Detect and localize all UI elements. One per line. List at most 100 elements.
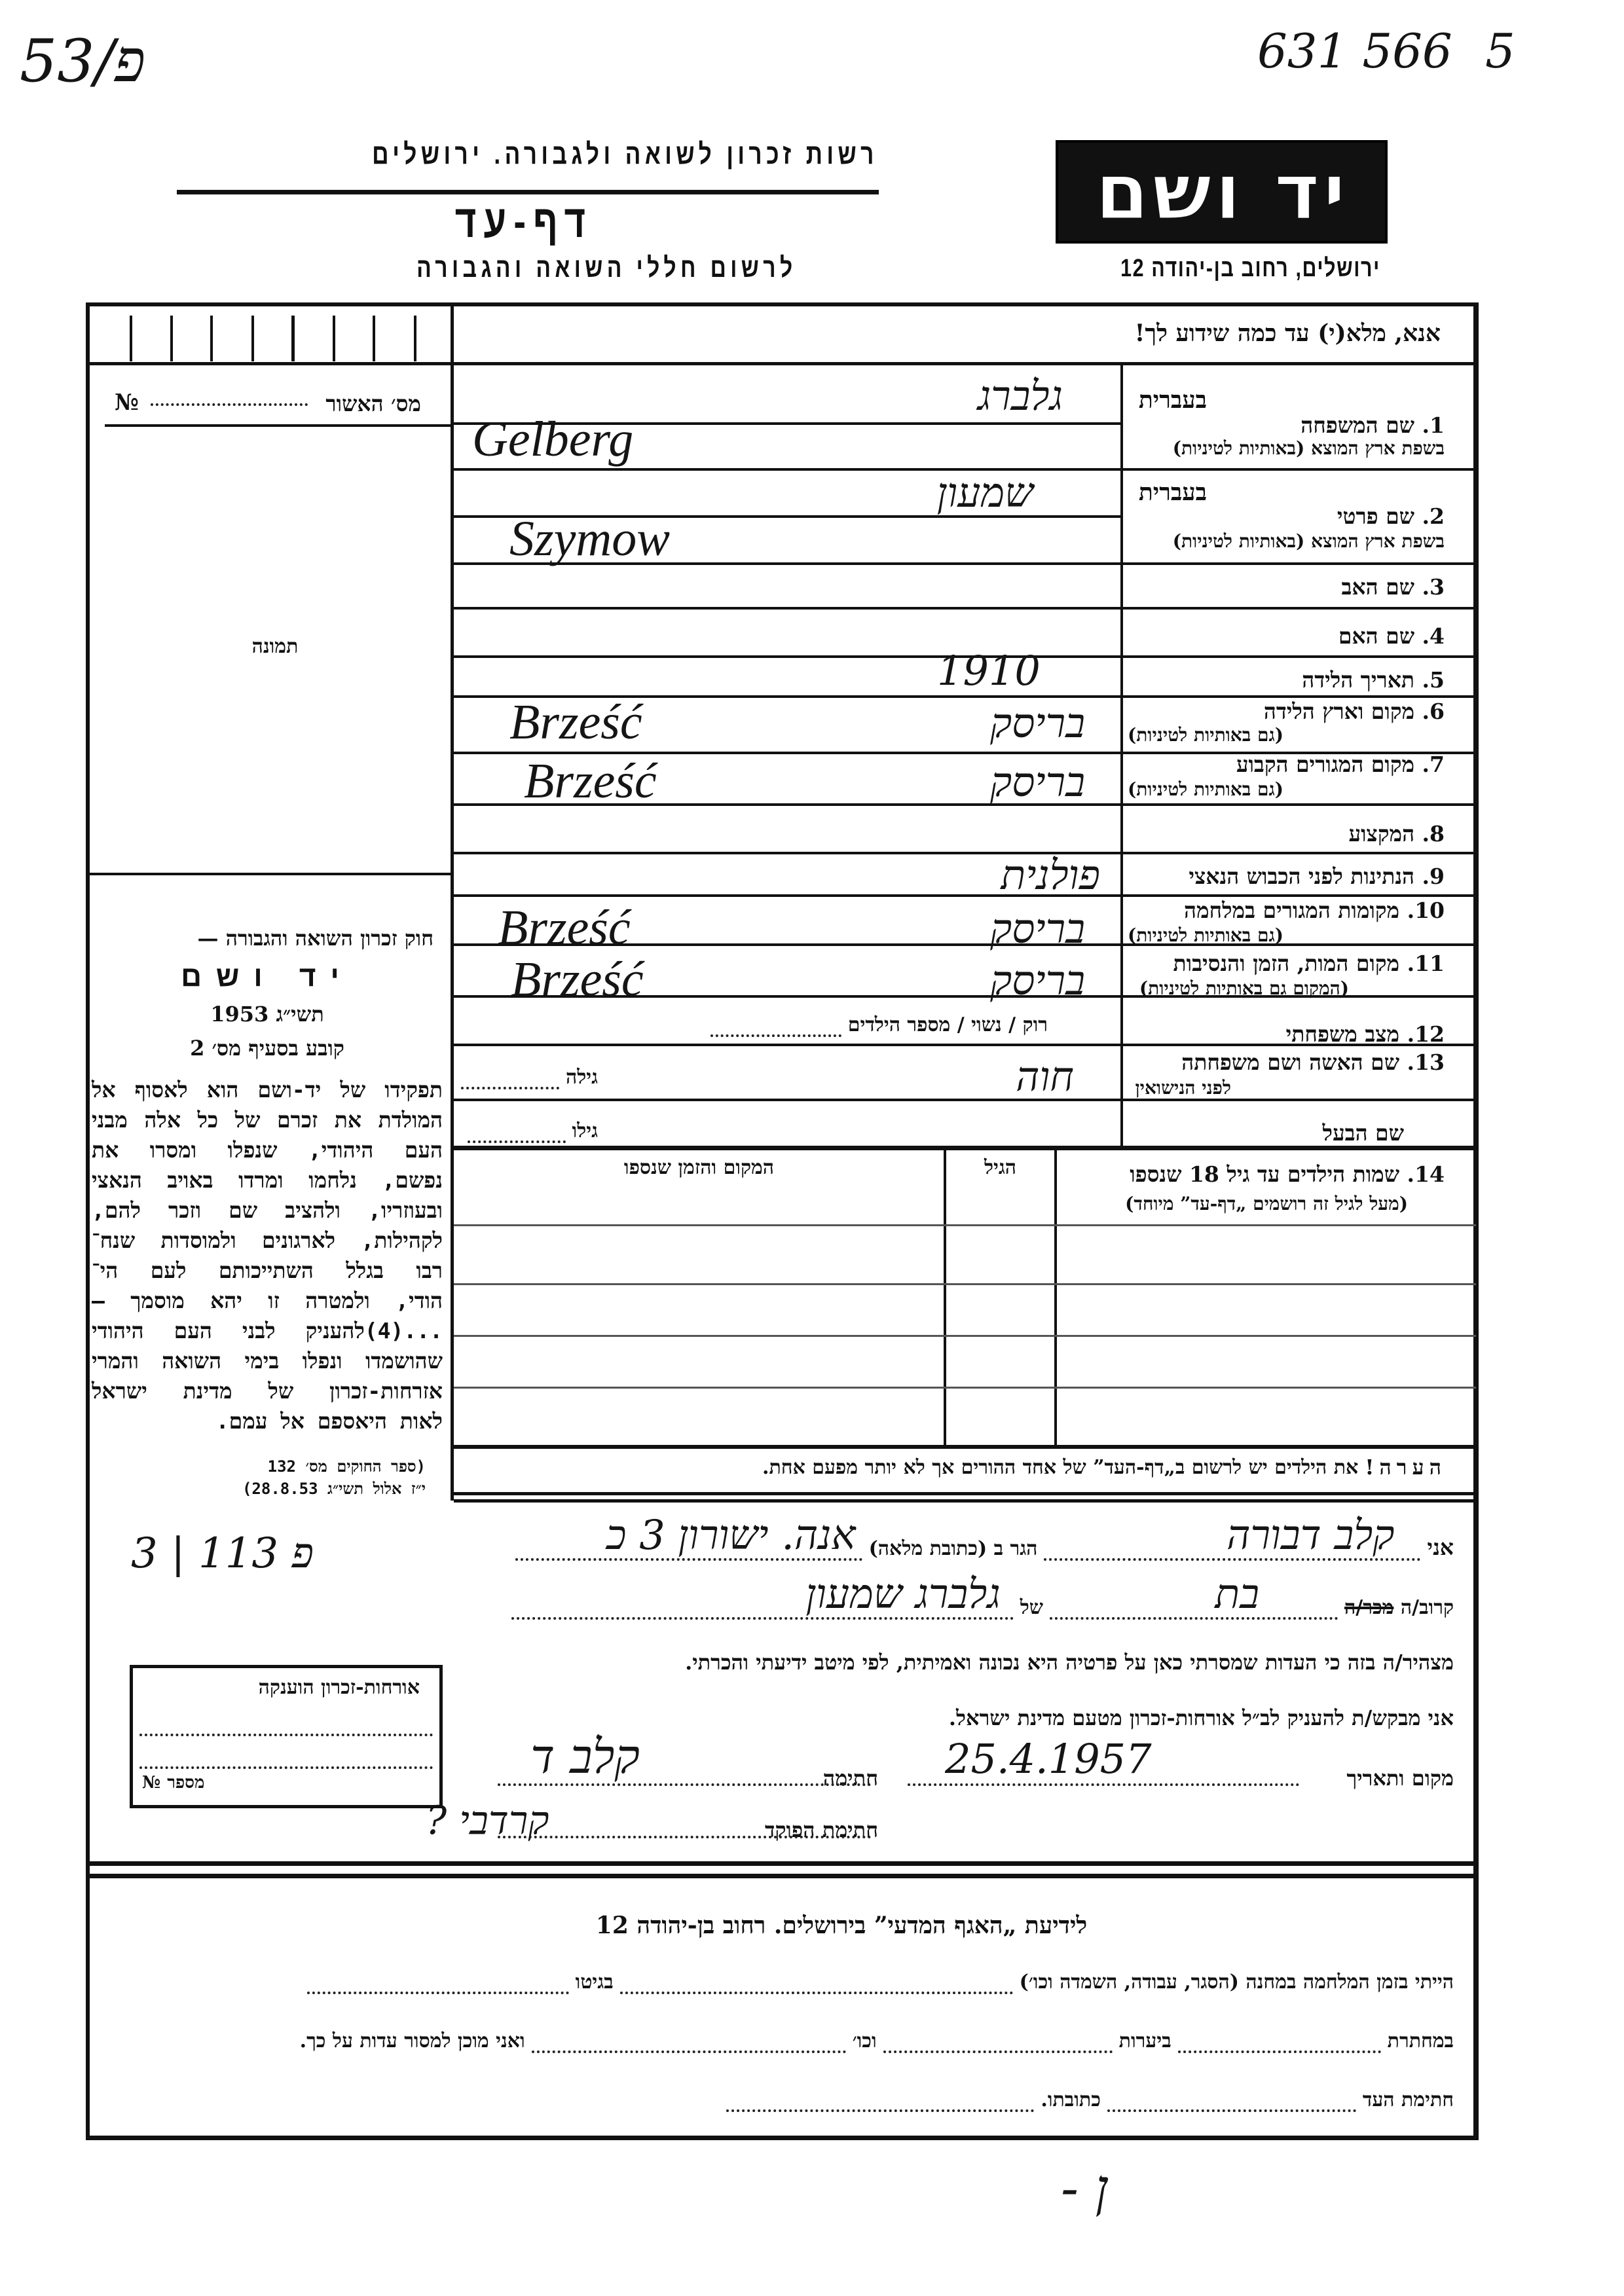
death-place-hebrew-value[interactable]: בריסק <box>989 957 1085 1004</box>
place-date-field[interactable] <box>908 1783 1299 1786</box>
law-body-line: תפקידו של יד-ושם הוא לאסוף אל <box>92 1077 443 1102</box>
birth-place-hebrew-value[interactable]: בריסק <box>989 699 1085 747</box>
authority-name: רשות זכרון לשואה ולגבורה. ירושלים <box>372 138 878 170</box>
form-instruction: אנא, מלא(י) עד כמה שידוע לך! <box>1134 319 1441 347</box>
nationality-value[interactable]: פולנית <box>1001 851 1100 899</box>
archive-ref-annotation: 3 | 113 פ <box>131 1529 314 1578</box>
ghetto-label: בגיטו <box>575 1971 614 1994</box>
witness-signature-field[interactable] <box>1107 2092 1356 2112</box>
field-14-label: 14. שמות הילדים עד גיל 18 שנספו <box>1130 1161 1445 1187</box>
relative-of-field[interactable]: גלברג שמעון <box>511 1571 1014 1620</box>
etc-field[interactable] <box>531 2033 846 2053</box>
law-body-line: רבו בגלל השתייכותם לעם הי־ <box>92 1258 443 1283</box>
frame-top <box>86 302 1476 306</box>
witness-address-field[interactable] <box>726 2092 1035 2112</box>
law-year: תשי״ג 1953 <box>210 1002 324 1027</box>
children-place-time-header: המקום והזמן שנספו <box>623 1156 775 1179</box>
header-address: ירושלים, רחוב בן-יהודה 12 <box>1120 255 1380 282</box>
page-mark-annotation: 5 <box>1485 24 1515 79</box>
children-table-bottom <box>454 1445 1476 1449</box>
signature-label: חתימה <box>822 1766 878 1791</box>
etc-label: וכו׳ <box>852 2030 877 2052</box>
witness-name-field[interactable]: קלב דבורה <box>1044 1512 1421 1561</box>
field-13-label: 13. שם האשה ושם משפחתה <box>1181 1049 1445 1075</box>
date-value: 25.4.1957 <box>945 1735 1152 1783</box>
citizenship-box-title: אורחות-זכרון הוענקה <box>258 1676 420 1699</box>
address-field[interactable]: אנה. ישורון 3 כ <box>515 1512 862 1561</box>
field-14-sublabel: (מעל לגיל זה רושמים „דף-עד” מיוחד) <box>1125 1193 1408 1214</box>
forests-label: ביערות <box>1118 2030 1172 2052</box>
registrar-signature-field[interactable] <box>498 1836 871 1838</box>
family-name-hebrew-value[interactable]: גלברג <box>977 372 1063 420</box>
children-count-field[interactable] <box>710 1017 841 1037</box>
first-name-hebrew-value[interactable]: שמעון <box>936 469 1033 517</box>
birth-date-value[interactable]: 1910 <box>937 647 1041 695</box>
relative-of-value: גלברג שמעון <box>805 1570 1001 1618</box>
ghetto-field[interactable] <box>306 1975 569 1994</box>
left-column-separator <box>451 302 454 1501</box>
field-9-label: 9. הנתינות לפני הכבוש הנאצי <box>1189 864 1445 889</box>
photo-area-bottom <box>90 873 451 875</box>
frame-bottom <box>86 2136 1479 2140</box>
approval-number-field[interactable] <box>151 403 308 406</box>
approval-number-label: מס׳ האשור <box>325 391 421 416</box>
yad-vashem-logo: יד ושם <box>1056 140 1388 244</box>
law-clause: קובע בסעיף מס׳ 2 <box>190 1036 344 1061</box>
birth-place-latin-value[interactable]: Brześć <box>509 695 642 750</box>
note-double-line-1 <box>454 1492 1476 1495</box>
law-body-line: אזרחות-זכרון של מדינת ישראל <box>92 1378 443 1404</box>
law-body-line: נפשם, נלחמו ומרדו באויב הנאצי <box>92 1167 443 1193</box>
residence-latin-value[interactable]: Brześć <box>524 754 657 809</box>
wife-age-row: גילה <box>460 1066 598 1089</box>
witness-address-label: כתובתו. <box>1041 2088 1101 2111</box>
relation-label: קרוב/ה מכר/ה <box>1344 1596 1454 1620</box>
field-2-hebrew-label: בעברית <box>1138 479 1207 506</box>
relation-field[interactable]: בת <box>1050 1571 1338 1620</box>
signature-field[interactable] <box>498 1783 871 1786</box>
law-body-line: ובעוזריו, ולהציב שם וזכר להם, <box>92 1197 443 1223</box>
wartime-places-latin-value[interactable]: Brześć <box>498 900 631 955</box>
law-body-line: המולדת את זכרם של כל אלה מבני <box>92 1107 443 1133</box>
wartime-places-hebrew-value[interactable]: בריסק <box>989 905 1085 953</box>
husband-age-row: גילו <box>467 1120 598 1143</box>
field-11-label: 11. מקום המות, הזמן והנסיבות <box>1173 951 1445 976</box>
wife-age-field[interactable] <box>460 1070 559 1089</box>
law-body-line: לאות היאספם אל עמם. <box>215 1408 443 1434</box>
death-place-latin-value[interactable]: Brześć <box>511 952 644 1007</box>
first-name-latin-value[interactable]: Szymow <box>509 511 670 566</box>
header-row-bottom <box>86 362 1476 365</box>
witness-row: אני קלב דבורה הגר ב (כתובת מלאה) אנה. יש… <box>515 1512 1454 1561</box>
citizenship-box-line[interactable] <box>139 1766 433 1769</box>
camp-row: הייתי בזמן המלחמה במחנה (הסגר, עבודה, הש… <box>306 1971 1454 1994</box>
underground-field[interactable] <box>1177 2033 1381 2053</box>
field-6-label: 6. מקום וארץ הלידה <box>1263 699 1445 724</box>
husband-age-field[interactable] <box>467 1123 566 1143</box>
photo-label: תמונה <box>251 635 299 658</box>
bottom-mark-annotation: - ן <box>1061 2158 1109 2219</box>
family-name-latin-value[interactable]: Gelberg <box>472 412 634 467</box>
law-footnote-line: (ספר החוקים מס׳ 132 <box>267 1457 426 1476</box>
citizenship-box-line[interactable] <box>139 1734 433 1736</box>
residence-hebrew-value[interactable]: בריסק <box>989 758 1085 806</box>
note-text: את הילדים יש לרשום ב„דף-העד” של אחד ההור… <box>762 1456 1359 1480</box>
citizenship-number-sign: № <box>142 1773 161 1793</box>
law-yad-vashem-logo: יד ושם <box>181 960 354 993</box>
husband-age-label: גילו <box>572 1120 598 1142</box>
resides-label: הגר ב (כתובת מלאה) <box>868 1537 1038 1560</box>
place-date-label: מקום ותאריך <box>1346 1766 1454 1791</box>
wife-age-label: גילה <box>565 1066 598 1089</box>
children-age-header: הגיל <box>984 1156 1017 1179</box>
frame-right <box>1473 302 1479 2140</box>
citizenship-number-label: מספר <box>167 1773 205 1793</box>
forests-field[interactable] <box>883 2033 1113 2053</box>
field-8-label: 8. המקצוע <box>1348 821 1445 847</box>
wife-name-value[interactable]: חוה <box>1016 1053 1074 1101</box>
law-title: חוק זכרון השואה והגבורה — <box>197 926 434 951</box>
registrar-signature-label: חתימת הפוקד <box>765 1817 878 1842</box>
field-10-sublabel: (גם באותיות לטיניות) <box>1127 924 1283 946</box>
underground-row: במחתרת ביערות וכו׳ ואני מוכן למסור עדות … <box>300 2030 1454 2053</box>
camp-field[interactable] <box>619 1975 1013 1994</box>
field-1-label: 1. שם המשפחה <box>1301 412 1445 438</box>
photo-area <box>90 427 450 872</box>
field-13-sublabel: לפני הנישואין <box>1135 1077 1231 1099</box>
